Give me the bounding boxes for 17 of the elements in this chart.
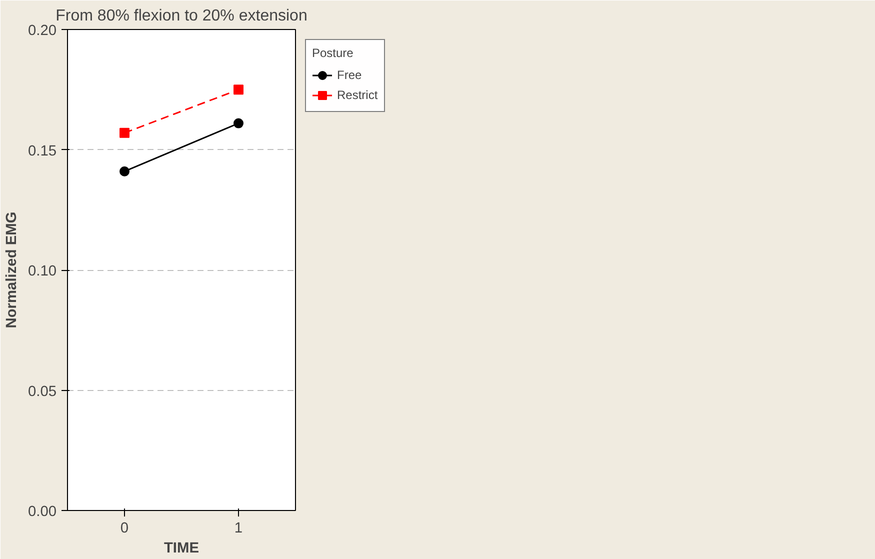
legend-title: Posture [312,46,354,60]
y-tick-label: 0.10 [28,264,57,280]
point [234,118,244,128]
x-axis-title: TIME [164,540,200,556]
point [120,128,130,138]
y-axis-title: Normalized EMG [4,212,20,328]
y-tick-label: 0.00 [28,504,57,520]
point [120,166,130,176]
y-tick-label: 0.20 [28,23,57,39]
legend-label: Free [337,68,362,82]
y-tick-label: 0.15 [28,143,57,160]
point [234,84,244,95]
legend-label: Restrict [337,88,378,102]
x-tick-label: 0 [120,520,129,536]
x-tick-label: 1 [234,520,243,536]
chart-title: From 80% flexion to 20% extension [56,8,308,24]
y-tick-label: 0.05 [28,384,57,400]
